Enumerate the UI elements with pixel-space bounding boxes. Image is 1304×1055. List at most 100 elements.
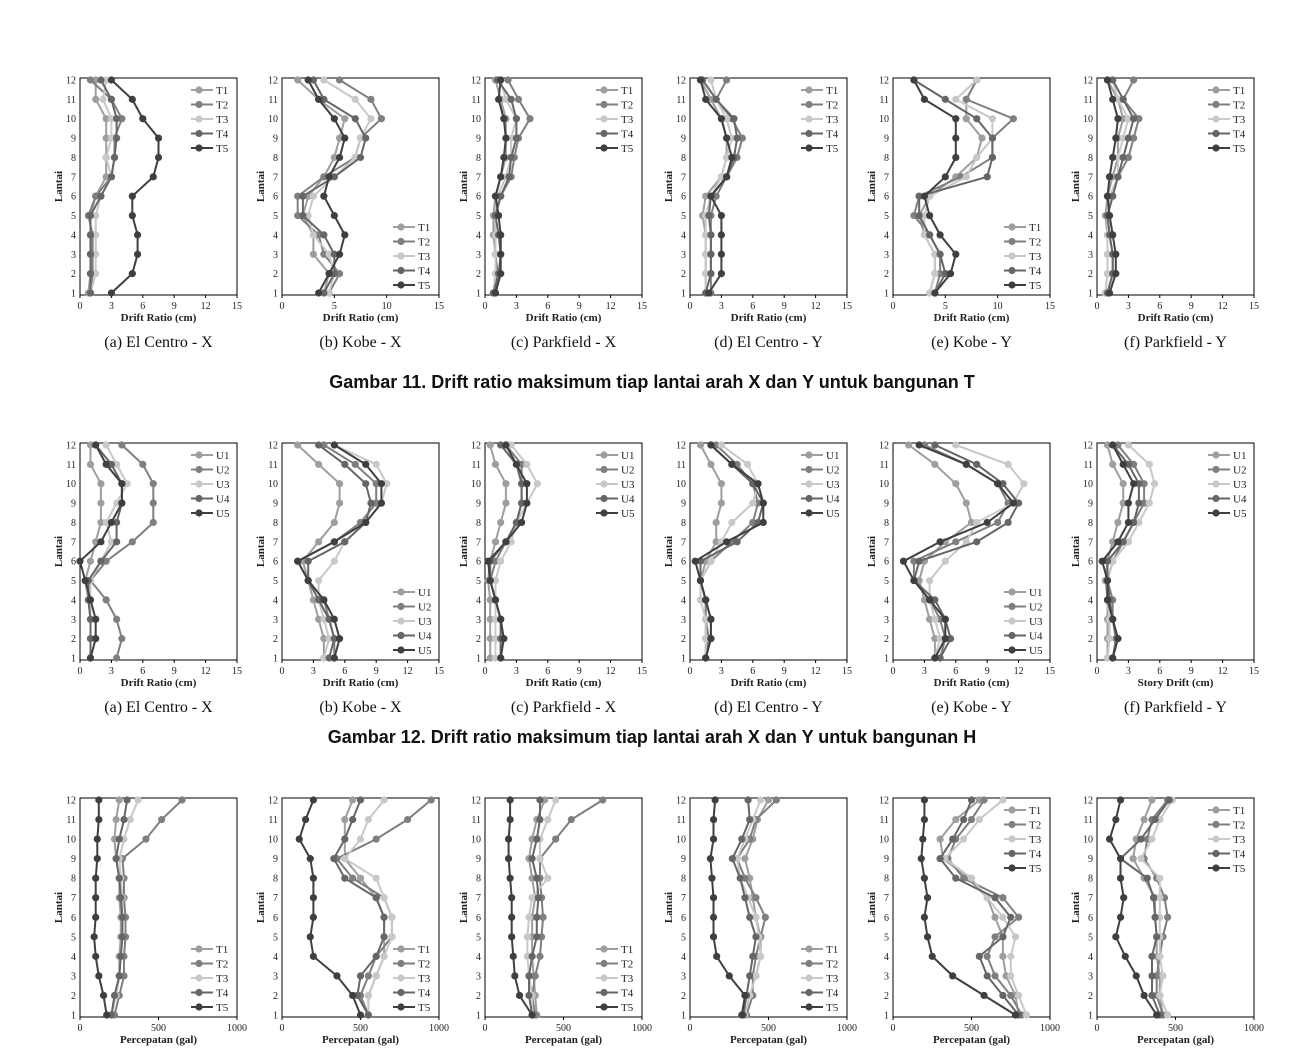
data-point xyxy=(330,441,338,449)
data-point xyxy=(536,855,544,863)
data-point xyxy=(1109,192,1117,200)
data-point xyxy=(1119,95,1127,103)
data-point xyxy=(502,134,510,142)
data-point xyxy=(86,635,95,643)
y-tick-label: 7 xyxy=(884,893,889,904)
data-point xyxy=(491,635,500,643)
data-point xyxy=(973,76,981,84)
y-tick-label: 11 xyxy=(1083,95,1093,106)
data-point xyxy=(983,518,991,527)
series-line xyxy=(939,799,1020,1016)
legend-marker xyxy=(600,509,608,517)
legend-marker xyxy=(600,86,608,94)
data-point xyxy=(1148,796,1156,804)
data-point xyxy=(86,289,95,297)
data-point xyxy=(711,796,719,804)
data-point xyxy=(335,270,344,278)
data-point xyxy=(320,192,328,200)
x-axis-label: Drift Ratio (cm) xyxy=(323,312,399,324)
legend-label: T1 xyxy=(1233,85,1245,97)
data-point xyxy=(118,635,126,643)
data-point xyxy=(86,231,95,239)
y-tick-label: 9 xyxy=(884,854,889,865)
data-point xyxy=(941,95,949,103)
data-point xyxy=(364,815,372,824)
data-point xyxy=(92,250,100,258)
x-tick-label: 15 xyxy=(232,666,242,677)
legend-marker xyxy=(805,144,813,152)
data-point xyxy=(506,874,514,882)
y-tick-label: 10 xyxy=(676,114,686,125)
legend-marker xyxy=(805,100,813,109)
x-tick-label: 12 xyxy=(201,666,211,677)
data-point xyxy=(497,231,505,239)
data-point xyxy=(294,441,302,449)
data-point xyxy=(983,952,991,960)
data-point xyxy=(115,835,123,843)
data-point xyxy=(118,913,126,921)
y-tick-label: 10 xyxy=(1083,835,1093,846)
data-point xyxy=(723,153,731,162)
y-tick-label: 9 xyxy=(1088,134,1093,145)
data-point xyxy=(920,815,929,824)
x-tick-label: 1000 xyxy=(1244,1023,1264,1034)
data-point xyxy=(1103,76,1112,84)
data-point xyxy=(717,499,726,507)
data-point xyxy=(691,557,699,565)
y-tick-label: 2 xyxy=(476,634,481,645)
y-tick-label: 10 xyxy=(676,479,686,490)
y-tick-label: 1 xyxy=(273,1011,278,1022)
data-point xyxy=(915,557,923,565)
x-tick-label: 5 xyxy=(332,301,337,312)
x-tick-label: 6 xyxy=(342,666,347,677)
data-point xyxy=(746,972,754,980)
x-tick-label: 1000 xyxy=(429,1023,449,1034)
data-point xyxy=(1130,518,1138,527)
data-point xyxy=(960,874,968,882)
data-point xyxy=(936,231,944,239)
data-point xyxy=(107,76,115,84)
x-tick-label: 15 xyxy=(842,301,852,312)
data-point xyxy=(486,635,494,643)
data-point xyxy=(752,933,760,941)
data-point xyxy=(512,460,521,468)
data-point xyxy=(309,192,317,200)
data-point xyxy=(497,250,505,258)
data-point xyxy=(341,835,349,843)
legend-label: T3 xyxy=(216,114,229,126)
data-point xyxy=(497,615,505,623)
y-tick-label: 12 xyxy=(66,441,76,452)
data-point xyxy=(335,480,344,488)
y-tick-label: 8 xyxy=(1088,518,1093,529)
legend-marker xyxy=(1008,835,1016,843)
legend-label: T2 xyxy=(1233,100,1245,112)
data-point xyxy=(97,538,105,546)
data-point xyxy=(1135,499,1143,507)
x-axis-label: Percepatan (gal) xyxy=(525,1034,602,1046)
legend-label: T3 xyxy=(621,973,634,985)
series-line xyxy=(912,444,1020,659)
y-tick-label: 3 xyxy=(476,971,481,982)
data-point xyxy=(506,796,514,804)
data-point xyxy=(999,913,1007,921)
legend-marker xyxy=(397,617,405,625)
legend-marker xyxy=(1008,252,1016,260)
legend-marker xyxy=(1008,806,1016,814)
data-point xyxy=(717,441,726,449)
data-point xyxy=(1103,250,1112,258)
data-point xyxy=(528,894,536,902)
data-point xyxy=(1011,933,1020,941)
legend-label: T5 xyxy=(1029,863,1042,875)
data-point xyxy=(931,635,939,643)
data-point xyxy=(723,173,731,181)
data-point xyxy=(920,796,929,804)
x-tick-label: 500 xyxy=(353,1023,368,1034)
y-tick-label: 10 xyxy=(879,114,889,125)
legend-label: U4 xyxy=(1029,631,1043,643)
y-tick-label: 1 xyxy=(884,289,889,300)
data-point xyxy=(1114,635,1122,643)
legend-label: U5 xyxy=(826,508,840,520)
legend-marker xyxy=(1212,480,1220,488)
plot-frame xyxy=(484,77,643,296)
x-tick-label: 12 xyxy=(403,666,413,677)
